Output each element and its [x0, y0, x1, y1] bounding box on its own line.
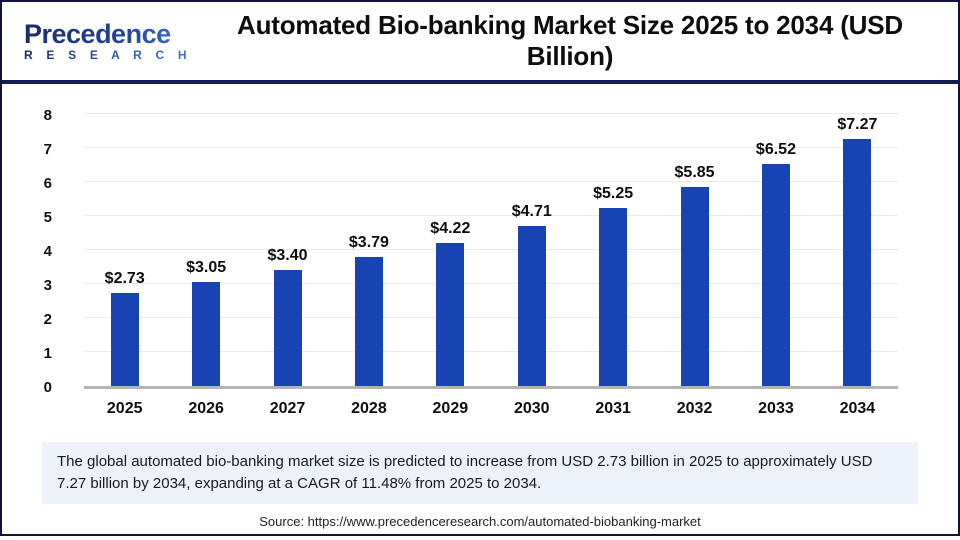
gridline: [84, 317, 898, 318]
logo-subtitle: R E S E A R C H: [24, 49, 204, 62]
y-axis-tick-label: 6: [43, 175, 52, 192]
bar-value-label: $5.85: [674, 164, 715, 182]
bar-2025: [110, 293, 139, 386]
y-axis-tick-label: 7: [43, 141, 52, 158]
x-axis-tick-label: 2026: [188, 400, 224, 417]
x-axis-tick-label: 2029: [432, 400, 469, 417]
y-axis-tick-label: 3: [43, 277, 52, 294]
x-axis-tick-label: 2031: [595, 400, 631, 417]
x-axis-tick-label: 2025: [106, 400, 143, 417]
logo-wordmark: Precedence: [24, 20, 204, 49]
bar-value-label: $6.52: [755, 141, 796, 159]
bar-value-label: $4.22: [430, 219, 471, 237]
y-axis-tick-label: 5: [43, 209, 52, 226]
bar-2033: [761, 164, 790, 386]
bar-2030: [517, 225, 546, 386]
bar-column: $3.40: [247, 114, 328, 386]
y-axis-tick-label: 2: [43, 311, 52, 328]
bar-2027: [273, 270, 302, 386]
y-axis-labels: 0 1 2 3 4 5 6 7 8: [2, 107, 68, 396]
bar-value-label: $2.73: [104, 270, 145, 288]
bar-column: $5.25: [572, 114, 653, 386]
bar-column: $7.27: [817, 114, 898, 386]
x-axis-tick-label: 2027: [269, 400, 306, 417]
y-axis-tick-label: 8: [43, 107, 52, 124]
bar-column: $6.52: [735, 114, 816, 386]
bar-value-label: $3.79: [348, 234, 389, 252]
bar-value-label: $7.27: [837, 115, 878, 133]
bar-chart: 0 1 2 3 4 5 6 7 8 $2.73 $3.05 $3.40 $3.79 $4.22 $4.71…: [2, 88, 958, 434]
y-axis-tick-label: 0: [43, 379, 52, 396]
x-axis-labels: 2025 2026 2027 2028 2029 2030 2031 2032 2033 2034: [84, 400, 898, 418]
x-axis-tick-label: 2030: [513, 400, 550, 417]
gridline: [84, 351, 898, 352]
bar-column: $3.79: [328, 114, 409, 386]
precedence-logo: Precedence R E S E A R C H: [24, 20, 204, 62]
y-axis-tick-label: 1: [43, 345, 52, 362]
gridline: [84, 113, 898, 114]
chart-title: Automated Bio-banking Market Size 2025 t…: [237, 10, 903, 71]
gridline: [84, 249, 898, 250]
gridline: [84, 215, 898, 216]
y-axis-tick-label: 4: [43, 243, 52, 260]
bar-2029: [436, 242, 465, 386]
source-line: Source: https://www.precedenceresearch.c…: [259, 513, 701, 529]
x-axis-tick-label: 2032: [676, 400, 713, 417]
bar-value-label: $3.40: [267, 247, 308, 265]
x-axis-tick-label: 2033: [758, 400, 794, 417]
bars-row: $2.73 $3.05 $3.40 $3.79 $4.22 $4.71 $5.25 $5.85…: [84, 114, 898, 386]
bar-2026: [192, 282, 221, 386]
plot-area: $2.73 $3.05 $3.40 $3.79 $4.22 $4.71 $5.25 $5.85…: [84, 113, 898, 389]
bar-2028: [354, 257, 383, 386]
x-axis-tick-label: 2034: [839, 400, 876, 417]
bar-column: $3.05: [165, 114, 246, 386]
bar-2032: [680, 187, 709, 386]
bar-column: $4.71: [491, 114, 572, 386]
gridline: [84, 283, 898, 284]
bar-column: $4.22: [410, 114, 491, 386]
bar-value-label: $4.71: [511, 202, 552, 220]
header: Precedence R E S E A R C H Automated Bio…: [2, 2, 958, 84]
gridline: [84, 147, 898, 148]
bar-2034: [843, 138, 872, 386]
bar-value-label: $3.05: [186, 259, 227, 277]
bar-value-label: $5.25: [593, 184, 634, 202]
bar-column: $5.85: [654, 114, 735, 386]
gridline: [84, 181, 898, 182]
bar-column: $2.73: [84, 114, 165, 386]
bar-2031: [599, 207, 628, 386]
x-axis-tick-label: 2028: [351, 400, 387, 417]
summary-note: The global automated bio-banking market …: [42, 442, 918, 504]
